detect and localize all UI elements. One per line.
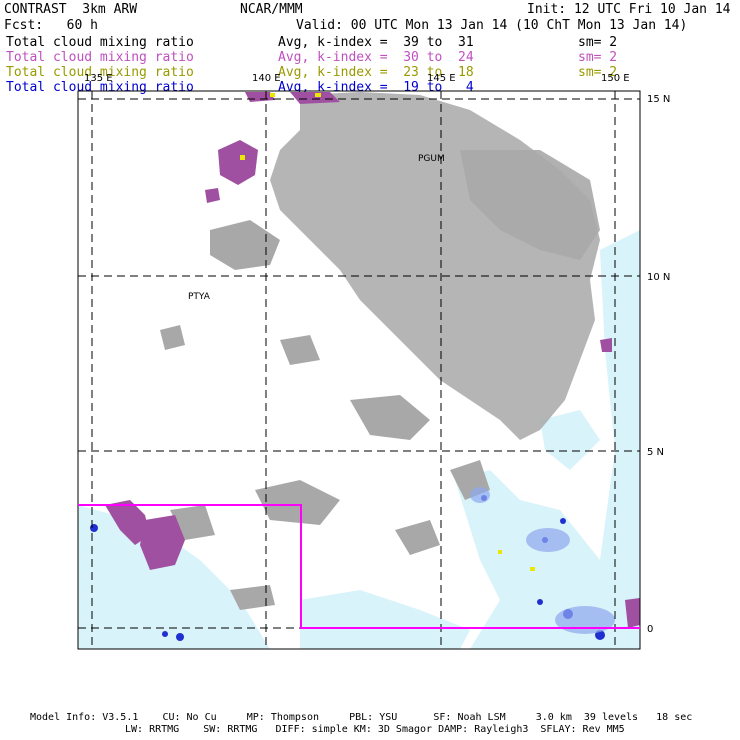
init-time: Init: 12 UTC Fri 10 Jan 14 — [527, 2, 731, 17]
field-3-avg: Avg, k-index = 23 to 18 — [278, 65, 474, 80]
field-1-avg: Avg, k-index = 39 to 31 — [278, 35, 474, 50]
field-2-sm: sm= 2 — [578, 50, 618, 65]
field-1-name: Total cloud mixing ratio — [6, 35, 194, 50]
station-label-ptya: PTYA — [188, 292, 211, 302]
nested-domain-box — [78, 504, 640, 629]
cyan-cloud-areas — [78, 230, 640, 649]
cloud-map: 135 E 140 E 145 E 150 E 15 N 10 N 5 N 0 … — [77, 73, 670, 650]
map-frame — [77, 90, 641, 650]
lon-label-150e: 150 E — [601, 73, 630, 84]
lon-label-145e: 145 E — [427, 73, 456, 84]
lon-label-135e: 135 E — [84, 73, 113, 84]
field-2-name: Total cloud mixing ratio — [6, 50, 194, 65]
lon-label-140e: 140 E — [252, 73, 281, 84]
lat-label-5n: 5 N — [647, 447, 664, 458]
valid-time: Valid: 00 UTC Mon 13 Jan 14 (10 ChT Mon … — [296, 18, 688, 33]
field-1-sm: sm= 2 — [578, 35, 618, 50]
station-label-pgum: PGUM — [418, 154, 445, 164]
field-2-avg: Avg, k-index = 30 to 24 — [278, 50, 474, 65]
field-3-sm: sm= 2 — [578, 65, 618, 80]
lat-lon-grid — [78, 91, 640, 649]
lat-label-0: 0 — [647, 624, 653, 635]
model-info-line-2: LW: RRTMG SW: RRTMG DIFF: simple KM: 3D … — [125, 724, 625, 735]
map-fields — [78, 92, 640, 649]
yellow-cloud-specks — [240, 93, 535, 571]
model-info-line-1: Model Info: V3.5.1 CU: No Cu MP: Thompso… — [30, 712, 693, 723]
lat-label-15n: 15 N — [647, 94, 670, 105]
field-3-name: Total cloud mixing ratio — [6, 65, 194, 80]
center-name: NCAR/MMM — [240, 2, 303, 17]
forecast-hour: Fcst: 60 h — [4, 18, 98, 33]
lat-label-10n: 10 N — [647, 272, 670, 283]
model-title: CONTRAST 3km ARW — [4, 2, 138, 17]
